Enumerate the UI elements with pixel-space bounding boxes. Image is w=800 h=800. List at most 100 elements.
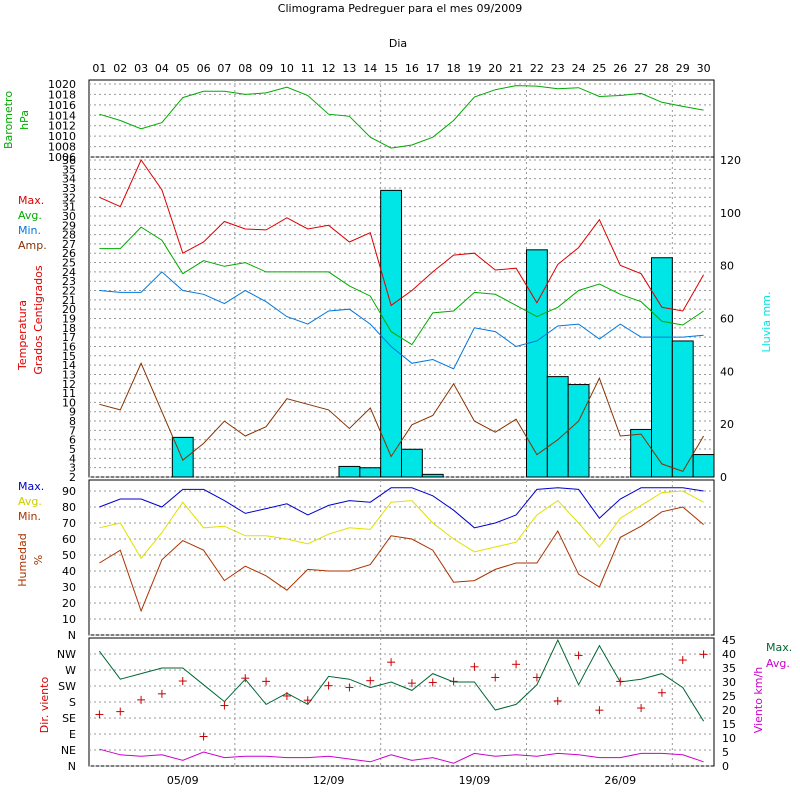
- wind-direction-marker: [657, 688, 666, 697]
- wind-direction-marker: [241, 674, 250, 683]
- temperature-tick-label: 26: [62, 247, 76, 260]
- temperature-tick-label: 18: [62, 322, 76, 335]
- wind-max-line: [98, 638, 705, 722]
- wind-direction-marker: [178, 677, 187, 686]
- wind-direction-marker: [137, 695, 146, 704]
- day-label: 10: [280, 62, 294, 75]
- temperature-tick-label: 36: [62, 154, 76, 167]
- wind-direction-marker: [262, 677, 271, 686]
- rain-bar: [421, 473, 444, 478]
- temperature-tick-label: 31: [62, 201, 76, 214]
- rain-bar: [671, 340, 694, 478]
- wind-speed-tick-label: 45: [722, 634, 736, 647]
- rain-tick-label: 120: [720, 154, 741, 167]
- day-label: 07: [217, 62, 231, 75]
- humidity-tick-label: 10: [62, 613, 76, 626]
- wind-direction-marker: [699, 650, 708, 659]
- wind-speed-tick-label: 40: [722, 648, 736, 661]
- week-label: 19/09: [459, 774, 491, 787]
- temperature-tick-label: 14: [62, 359, 76, 372]
- day-label: 18: [447, 62, 461, 75]
- temperature-tick-label: 22: [62, 285, 76, 298]
- temp-avg-line: [99, 226, 704, 346]
- humidity-tick-label: 20: [62, 597, 76, 610]
- humidity-tick-label: N: [68, 629, 76, 642]
- rain-tick-label: 20: [720, 418, 734, 431]
- temperature-tick-label: 17: [62, 331, 76, 344]
- week-label: 05/09: [167, 774, 199, 787]
- barometer-ylabel: Barometro: [2, 91, 15, 149]
- rain-tick-label: 100: [720, 207, 741, 220]
- rain-tick-label: 80: [720, 260, 734, 273]
- rain-bar: [526, 249, 548, 478]
- temperature-tick-label: 12: [62, 378, 76, 391]
- temp-legend-min: Min.: [18, 224, 41, 237]
- barometer-tick-label: 1012: [48, 120, 76, 133]
- hum-legend-max: Max.: [18, 480, 44, 493]
- rain-bars: [171, 189, 715, 478]
- wind-legend-avg: Avg.: [766, 657, 790, 670]
- temperature-tick-label: 8: [69, 415, 76, 428]
- temperature-tick-label: 29: [62, 219, 76, 232]
- wind-direction-marker: [345, 683, 354, 692]
- wind-direction-marker: [553, 696, 562, 705]
- humidity-unit-label: %: [32, 555, 45, 565]
- day-label: 24: [572, 62, 586, 75]
- wind-speed-tick-label: 0: [722, 760, 729, 773]
- rain-tick-label: 40: [720, 365, 734, 378]
- barometer-tick-label: 1018: [48, 88, 76, 101]
- humidity-tick-label: 40: [62, 565, 76, 578]
- day-label: 27: [634, 62, 648, 75]
- day-label: 16: [405, 62, 419, 75]
- hum-legend-avg: Avg.: [18, 495, 42, 508]
- barometer-unit-label: hPa: [18, 110, 31, 130]
- temperature-unit-label: Grados Centigrados: [32, 265, 45, 374]
- wind-dir-tick-label: E: [69, 728, 76, 741]
- wind-direction-marker: [491, 673, 500, 682]
- temp-min-line: [99, 271, 704, 370]
- humidity-tick-label: 50: [62, 549, 76, 562]
- day-label: 17: [426, 62, 440, 75]
- wind-direction-marker: [512, 660, 521, 669]
- temperature-tick-label: 23: [62, 275, 76, 288]
- rain-bar: [359, 467, 382, 478]
- humidity-tick-label: 30: [62, 581, 76, 594]
- wind-speed-ylabel: Viento km/h: [752, 667, 765, 733]
- wind-direction-marker: [303, 696, 312, 705]
- series-lines: [95, 85, 708, 764]
- temperature-tick-label: 10: [62, 396, 76, 409]
- day-label: 13: [342, 62, 356, 75]
- temperature-tick-label: 6: [69, 434, 76, 447]
- wind-direction-marker: [220, 701, 229, 710]
- wind-direction-marker: [116, 707, 125, 716]
- wind-avg-line: [99, 748, 704, 764]
- wind-dir-tick-label: W: [65, 664, 76, 677]
- day-label: 04: [155, 62, 169, 75]
- wind-dir-ylabel: Dir. viento: [38, 677, 51, 734]
- humidity-panel: [88, 479, 715, 636]
- wind-direction-marker: [574, 651, 583, 660]
- day-label: 09: [259, 62, 273, 75]
- wind-direction-marker: [282, 691, 291, 700]
- barometer-tick-label: 1006: [48, 151, 76, 164]
- rain-bar: [546, 376, 569, 478]
- rain-bar: [380, 189, 402, 478]
- wind-direction-marker: [366, 676, 375, 685]
- wind-dir-tick-label: S: [69, 696, 76, 709]
- week-label: 12/09: [313, 774, 345, 787]
- day-label: 19: [467, 62, 481, 75]
- rain-ylabel: Lluvia mm.: [760, 292, 773, 353]
- rain-bar: [651, 257, 673, 478]
- day-label: 15: [384, 62, 398, 75]
- temp-legend-max: Max.: [18, 194, 44, 207]
- humidity-min-line: [99, 506, 704, 613]
- wind-direction-marker: [407, 679, 416, 688]
- wind-direction-marker: [532, 673, 541, 682]
- temperature-tick-label: 5: [69, 443, 76, 456]
- temperature-tick-label: 19: [62, 313, 76, 326]
- temp-max-line: [99, 158, 705, 312]
- temperature-tick-label: 7: [69, 424, 76, 437]
- rain-tick-label: 0: [720, 471, 727, 484]
- temp-legend-avg: Avg.: [18, 209, 42, 222]
- day-label: 03: [134, 62, 148, 75]
